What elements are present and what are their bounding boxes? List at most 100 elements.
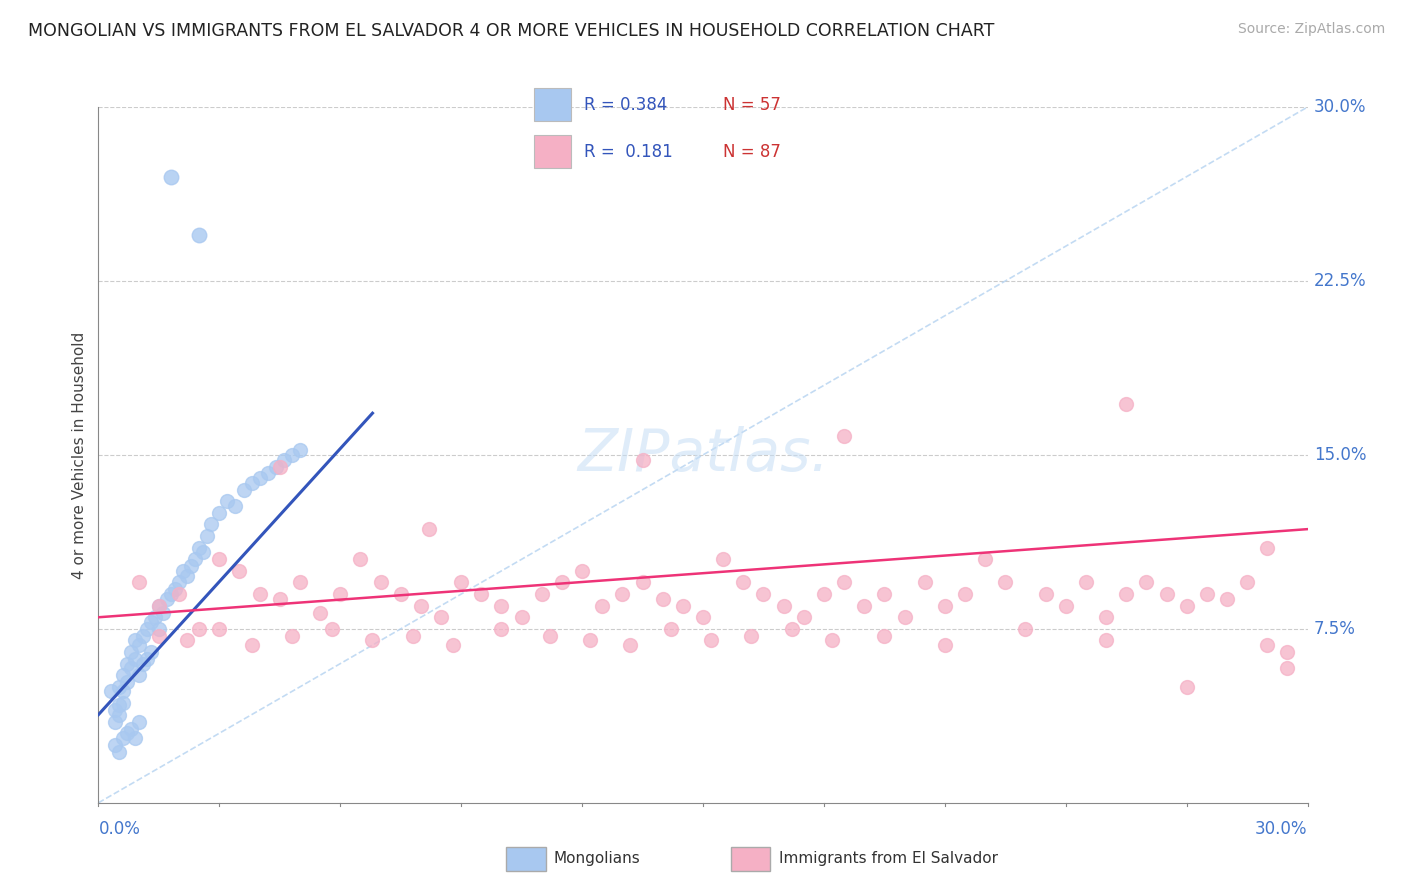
Text: 30.0%: 30.0% — [1313, 98, 1367, 116]
Point — [389, 587, 412, 601]
Point — [160, 587, 183, 601]
Point — [934, 599, 956, 613]
Point — [591, 599, 613, 613]
Point — [821, 633, 844, 648]
Point — [402, 629, 425, 643]
Point — [115, 726, 138, 740]
Point — [143, 610, 166, 624]
Point — [152, 606, 174, 620]
Point — [111, 684, 134, 698]
Point — [672, 599, 695, 613]
Point — [510, 610, 533, 624]
Point — [107, 745, 129, 759]
Text: 0.0%: 0.0% — [98, 820, 141, 838]
Point — [167, 575, 190, 590]
Point — [264, 459, 287, 474]
Point — [208, 622, 231, 636]
Point — [1095, 610, 1118, 624]
Point — [107, 707, 129, 722]
Point — [1195, 587, 1218, 601]
Point — [349, 552, 371, 566]
Point — [139, 645, 162, 659]
Text: N = 57: N = 57 — [723, 95, 780, 113]
Point — [329, 587, 352, 601]
Point — [288, 443, 311, 458]
Point — [772, 599, 794, 613]
FancyBboxPatch shape — [534, 136, 571, 168]
FancyBboxPatch shape — [534, 88, 571, 121]
Point — [692, 610, 714, 624]
Text: 7.5%: 7.5% — [1313, 620, 1355, 638]
Point — [1277, 645, 1299, 659]
Point — [163, 582, 186, 597]
Point — [269, 591, 291, 606]
Point — [361, 633, 384, 648]
Text: Mongolians: Mongolians — [554, 852, 641, 866]
Text: MONGOLIAN VS IMMIGRANTS FROM EL SALVADOR 4 OR MORE VEHICLES IN HOUSEHOLD CORRELA: MONGOLIAN VS IMMIGRANTS FROM EL SALVADOR… — [28, 22, 994, 40]
Point — [176, 633, 198, 648]
Point — [1277, 661, 1299, 675]
Point — [135, 652, 157, 666]
Text: 22.5%: 22.5% — [1313, 272, 1367, 290]
Point — [240, 475, 263, 490]
Point — [551, 575, 574, 590]
Point — [120, 645, 142, 659]
Point — [491, 599, 513, 613]
Point — [269, 459, 291, 474]
Point — [107, 698, 129, 713]
Point — [491, 622, 513, 636]
Point — [450, 575, 472, 590]
Point — [200, 517, 222, 532]
Point — [740, 629, 762, 643]
Point — [167, 587, 190, 601]
Point — [208, 552, 231, 566]
Text: 15.0%: 15.0% — [1313, 446, 1367, 464]
Point — [873, 587, 896, 601]
Point — [631, 452, 654, 467]
Point — [217, 494, 239, 508]
Point — [124, 652, 146, 666]
Point — [619, 638, 641, 652]
Point — [128, 668, 150, 682]
Text: R =  0.181: R = 0.181 — [585, 143, 673, 161]
Point — [651, 591, 673, 606]
Point — [172, 564, 194, 578]
Point — [111, 668, 134, 682]
Text: N = 87: N = 87 — [723, 143, 780, 161]
Point — [571, 564, 593, 578]
Point — [813, 587, 835, 601]
Point — [1035, 587, 1057, 601]
Point — [135, 622, 157, 636]
Point — [124, 633, 146, 648]
Point — [184, 552, 207, 566]
Point — [111, 696, 134, 710]
Point — [1156, 587, 1178, 601]
Point — [120, 661, 142, 675]
Text: R = 0.384: R = 0.384 — [585, 95, 668, 113]
Point — [281, 629, 304, 643]
Point — [873, 629, 896, 643]
Point — [100, 684, 122, 698]
Point — [994, 575, 1017, 590]
Text: Immigrants from El Salvador: Immigrants from El Salvador — [779, 852, 998, 866]
Point — [288, 575, 311, 590]
Point — [208, 506, 231, 520]
Point — [974, 552, 997, 566]
Point — [273, 452, 295, 467]
Point — [612, 587, 634, 601]
Point — [180, 559, 202, 574]
Point — [128, 575, 150, 590]
Point — [893, 610, 915, 624]
Point — [780, 622, 803, 636]
Point — [195, 529, 218, 543]
Point — [370, 575, 392, 590]
Point — [832, 429, 855, 443]
Text: ZIPatlas.: ZIPatlas. — [576, 426, 830, 483]
Point — [111, 731, 134, 745]
Point — [409, 599, 432, 613]
Point — [103, 703, 125, 717]
Point — [934, 638, 956, 652]
Point — [733, 575, 755, 590]
Point — [1175, 599, 1198, 613]
Point — [224, 499, 246, 513]
